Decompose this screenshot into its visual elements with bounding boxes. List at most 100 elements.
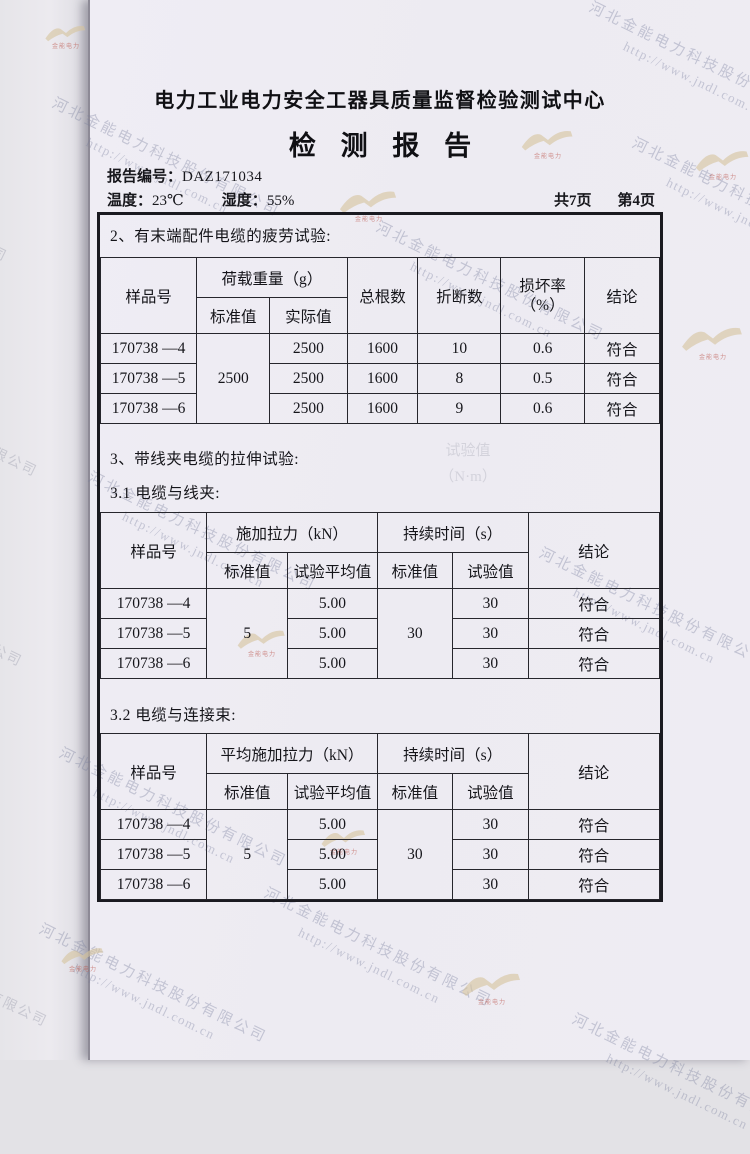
conclusion-cell: 符合	[527, 588, 661, 619]
conclusion-cell: 符合	[584, 333, 660, 364]
report-page: 河北金能电力科技股份有限公司 http://www.jndl.com.cn 河北…	[36, 0, 750, 1136]
force-average-cell: 5.00	[287, 618, 378, 649]
table-row: 170738 —5 2500 1600 8 0.5 符合	[99, 363, 660, 394]
total-count-cell: 1600	[346, 393, 419, 424]
conclusion-cell: 符合	[527, 809, 661, 840]
col-force-standard: 标准值	[206, 773, 289, 810]
jinneng-logo-icon: 金能电力	[520, 126, 576, 161]
col-sample: 样品号	[99, 257, 198, 334]
sample-id-cell: 170738 —5	[99, 839, 208, 870]
total-count-cell: 1600	[346, 333, 419, 364]
col-duration: 持续时间（s）	[376, 512, 529, 553]
col-force-average: 试验平均值	[287, 552, 378, 589]
table-subheader-row: 标准值 试验平均值 标准值 试验值	[101, 552, 660, 589]
duration-test-cell: 30	[452, 809, 529, 840]
conditions-line: 温度：23℃ 湿度：55% 共7页 第4页	[97, 189, 663, 210]
actual-value-cell: 2500	[269, 393, 348, 424]
table-header-row: 样品号 荷载重量（g） 总根数 折断数 损坏率 （%） 结论	[99, 257, 660, 334]
broken-count-cell: 10	[417, 333, 502, 364]
conclusion-cell: 符合	[527, 839, 661, 870]
duration-test-cell: 30	[452, 588, 529, 619]
temperature-value: 23℃	[152, 193, 184, 209]
duration-standard-cell: 30	[376, 809, 454, 900]
conclusion-cell: 符合	[527, 869, 661, 900]
table-row: 170738 —4 5 5.00 30 30 符合	[99, 809, 661, 900]
col-sample: 样品号	[99, 512, 208, 589]
damage-rate-cell: 0.5	[500, 363, 586, 394]
table-subheader-row: 标准值 试验平均值 标准值 试验值	[101, 773, 660, 810]
duration-standard-cell: 30	[376, 588, 454, 679]
force-average-cell: 5.00	[287, 839, 378, 870]
duration-test-cell: 30	[452, 648, 529, 679]
bleed-through-text: 试验值 （N·m）	[439, 443, 497, 485]
temperature-label: 温度：	[107, 193, 153, 209]
scan-left-margin: 河北金能电力科技股份有限公司 http://www.jndl.com.cn 河北…	[0, 0, 92, 1060]
sample-id-cell: 170738 —4	[99, 333, 198, 364]
col-duration-standard: 标准值	[376, 552, 454, 589]
jinneng-logo-icon: 金能电力	[60, 944, 106, 974]
jinneng-logo-icon: 金能电力	[460, 968, 524, 1007]
sample-id-cell: 170738 —5	[99, 363, 198, 394]
col-conclusion: 结论	[527, 512, 661, 589]
table-row: 170738 —4 5 5.00 30 30 符合	[99, 588, 661, 679]
col-force: 平均施加拉力（kN）	[206, 733, 378, 774]
damage-rate-cell: 0.6	[500, 393, 586, 424]
force-average-cell: 5.00	[287, 588, 378, 619]
table-subheader-row: 标准值 实际值	[101, 297, 660, 334]
table-row: 170738 —6 2500 1600 9 0.6 符合	[99, 393, 660, 424]
broken-count-cell: 9	[417, 393, 502, 424]
total-count-cell: 1600	[346, 363, 419, 394]
col-conclusion: 结论	[584, 257, 660, 334]
table-row: 170738 —6 5.00 30 符合	[99, 869, 661, 900]
ghost-watermark: 河北金能电力科技股份有限公司 http://www.jndl.com.cn	[0, 153, 10, 266]
col-duration-test: 试验值	[452, 773, 529, 810]
jinneng-logo-icon: 金能电力	[694, 146, 750, 182]
section-3-title: 3、带线夹电缆的拉伸试验:	[110, 451, 300, 468]
conclusion-cell: 符合	[584, 393, 660, 424]
report-title: 检 测 报 告	[288, 131, 481, 161]
duration-test-cell: 30	[452, 618, 529, 649]
duration-test-cell: 30	[452, 869, 529, 900]
sample-id-cell: 170738 —6	[99, 869, 208, 900]
sample-id-cell: 170738 —5	[99, 618, 208, 649]
damage-rate-cell: 0.6	[500, 333, 586, 364]
force-average-cell: 5.00	[287, 648, 378, 679]
tensile-bundle-table: 样品号 平均施加拉力（kN） 持续时间（s） 结论 标准值 试验平均值 标准值 …	[99, 733, 661, 900]
ghost-watermark: 河北金能电力科技股份有限公司 http://www.jndl.com.cn	[0, 368, 40, 481]
col-actual: 实际值	[269, 297, 348, 334]
table-row: 170738 —6 5.00 30 符合	[99, 648, 661, 679]
conclusion-cell: 符合	[527, 648, 661, 679]
current-page: 第4页	[617, 193, 655, 209]
col-duration-test: 试验值	[452, 552, 529, 589]
actual-value-cell: 2500	[269, 363, 348, 394]
humidity-label: 湿度：	[221, 193, 267, 209]
jinneng-logo-icon: 金能电力	[338, 186, 400, 224]
col-force-average: 试验平均值	[287, 773, 378, 810]
force-standard-cell: 5	[206, 809, 289, 900]
sample-id-cell: 170738 —6	[99, 648, 208, 679]
jinneng-logo-icon: 金能电力	[44, 22, 88, 51]
col-force-standard: 标准值	[206, 552, 289, 589]
section-2-title: 2、有末端配件电缆的疲劳试验:	[110, 228, 332, 245]
org-title: 电力工业电力安全工器具质量监督检验测试中心	[154, 90, 606, 112]
duration-test-cell: 30	[452, 839, 529, 870]
tensile-clamp-table: 样品号 施加拉力（kN） 持续时间（s） 结论 标准值 试验平均值 标准值 试验…	[99, 512, 661, 679]
force-average-cell: 5.00	[287, 869, 378, 900]
humidity-value: 55%	[266, 193, 295, 209]
table-header-row: 样品号 施加拉力（kN） 持续时间（s） 结论	[99, 512, 661, 589]
table-header-row: 样品号 平均施加拉力（kN） 持续时间（s） 结论	[99, 733, 661, 810]
col-conclusion: 结论	[527, 733, 661, 810]
jinneng-logo-icon: 金能电力	[680, 322, 746, 362]
content-frame: 2、有末端配件电缆的疲劳试验: 样品号 荷载重量（g） 总根数 折断数 损坏率 …	[97, 212, 663, 902]
fatigue-test-table: 样品号 荷载重量（g） 总根数 折断数 损坏率 （%） 结论 标准值 实际值	[99, 257, 660, 424]
report-number-line: 报告编号：DAZ171034	[107, 165, 262, 186]
col-sample: 样品号	[99, 733, 208, 810]
table-row: 170738 —4 2500 2500 1600 10 0.6 符合	[99, 333, 660, 424]
sample-id-cell: 170738 —4	[99, 809, 208, 840]
conclusion-cell: 符合	[527, 618, 661, 649]
total-pages: 共7页	[553, 193, 592, 209]
ghost-watermark: 河北金能电力科技股份有限公司 http://www.jndl.com.cn	[0, 558, 25, 671]
report-number-value: DAZ171034	[182, 169, 263, 185]
report-number-label: 报告编号：	[107, 169, 183, 185]
